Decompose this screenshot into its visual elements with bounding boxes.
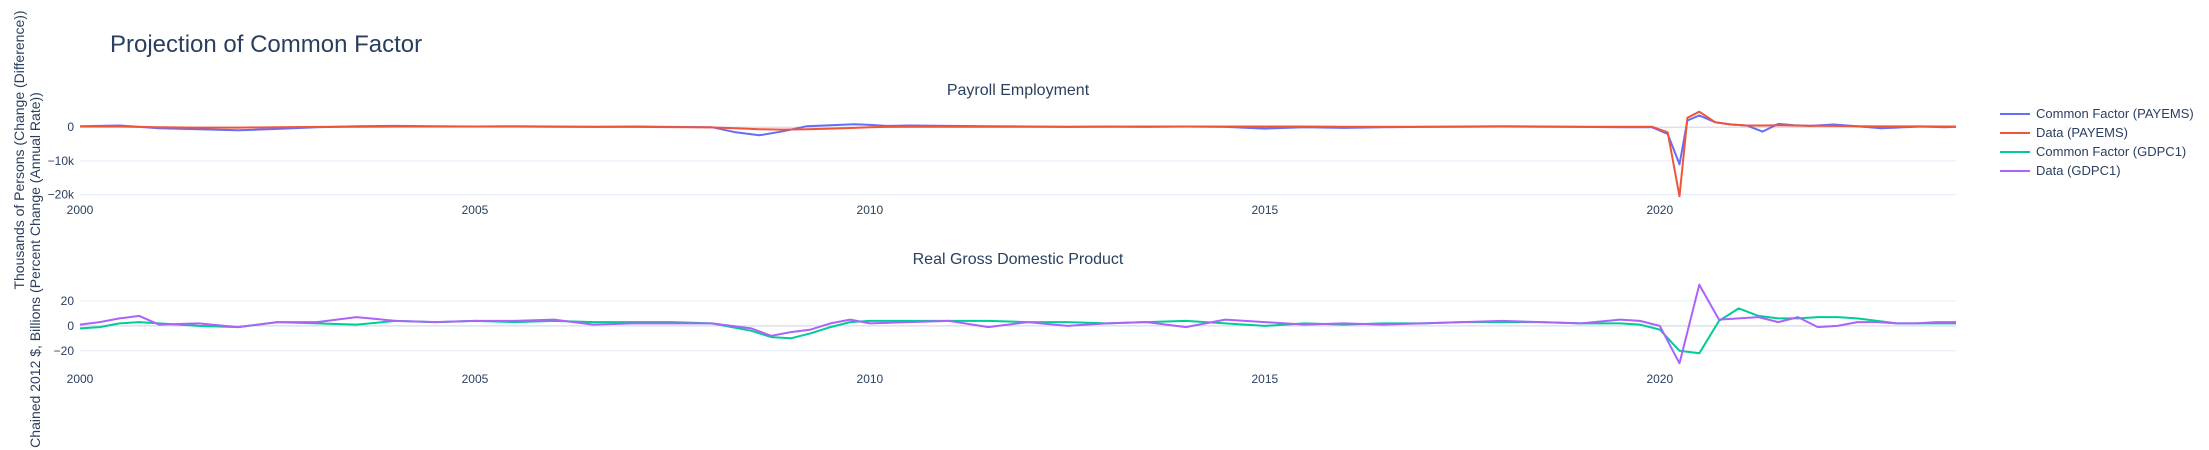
gridlines-payroll xyxy=(80,126,1956,196)
x-tick-label: 2020 xyxy=(1646,372,1673,386)
figure-title: Projection of Common Factor xyxy=(110,31,422,58)
legend-item[interactable]: Data (PAYEMS) xyxy=(2000,125,2128,140)
series-line-data-gdpc1[interactable] xyxy=(79,283,1956,365)
legend-item[interactable]: Common Factor (GDPC1) xyxy=(2000,144,2186,159)
series-line-common-factor-payems[interactable] xyxy=(79,114,1957,166)
y-axis-label-payroll: Thousands of Persons (Change (Difference… xyxy=(11,10,27,289)
gridlines-gdp xyxy=(80,300,1956,352)
x-tick-label: 2010 xyxy=(857,372,884,386)
y-tick-label: 0 xyxy=(67,319,74,333)
x-tick-label: 2005 xyxy=(462,203,489,217)
x-tick-label: 2005 xyxy=(462,372,489,386)
legend[interactable]: Common Factor (PAYEMS) Data (PAYEMS) Commo… xyxy=(2000,106,2194,178)
legend-label: Common Factor (GDPC1) xyxy=(2036,144,2186,159)
series-line-data-payems[interactable] xyxy=(80,110,1956,198)
lines-payroll xyxy=(79,110,1957,198)
panel-title-payroll: Payroll Employment xyxy=(947,82,1090,99)
y-tick-label: −20k xyxy=(48,188,75,202)
x-tick-label: 2010 xyxy=(857,203,884,217)
panel-title-gdp: Real Gross Domestic Product xyxy=(913,251,1124,268)
legend-label: Common Factor (PAYEMS) xyxy=(2036,106,2194,121)
x-tick-label: 2020 xyxy=(1646,203,1673,217)
y-tick-label: −20 xyxy=(54,344,75,358)
ticks-gdp: 20 0 −20 2000 2005 2010 2015 2020 xyxy=(54,294,1674,386)
lines-gdp xyxy=(79,283,1956,365)
series-line-common-factor-gdpc1[interactable] xyxy=(79,307,1956,355)
y-axis-label-gdp: Chained 2012 $, Billions (Percent Change… xyxy=(27,92,43,448)
y-tick-label: 20 xyxy=(61,294,75,308)
legend-item[interactable]: Data (GDPC1) xyxy=(2000,163,2121,178)
x-tick-label: 2000 xyxy=(67,203,94,217)
legend-item[interactable]: Common Factor (PAYEMS) xyxy=(2000,106,2194,121)
y-tick-label: −10k xyxy=(48,154,75,168)
x-tick-label: 2015 xyxy=(1251,203,1278,217)
y-tick-label: 0 xyxy=(67,120,74,134)
legend-label: Data (PAYEMS) xyxy=(2036,125,2128,140)
x-tick-label: 2000 xyxy=(67,372,94,386)
x-tick-label: 2015 xyxy=(1251,372,1278,386)
legend-label: Data (GDPC1) xyxy=(2036,163,2121,178)
